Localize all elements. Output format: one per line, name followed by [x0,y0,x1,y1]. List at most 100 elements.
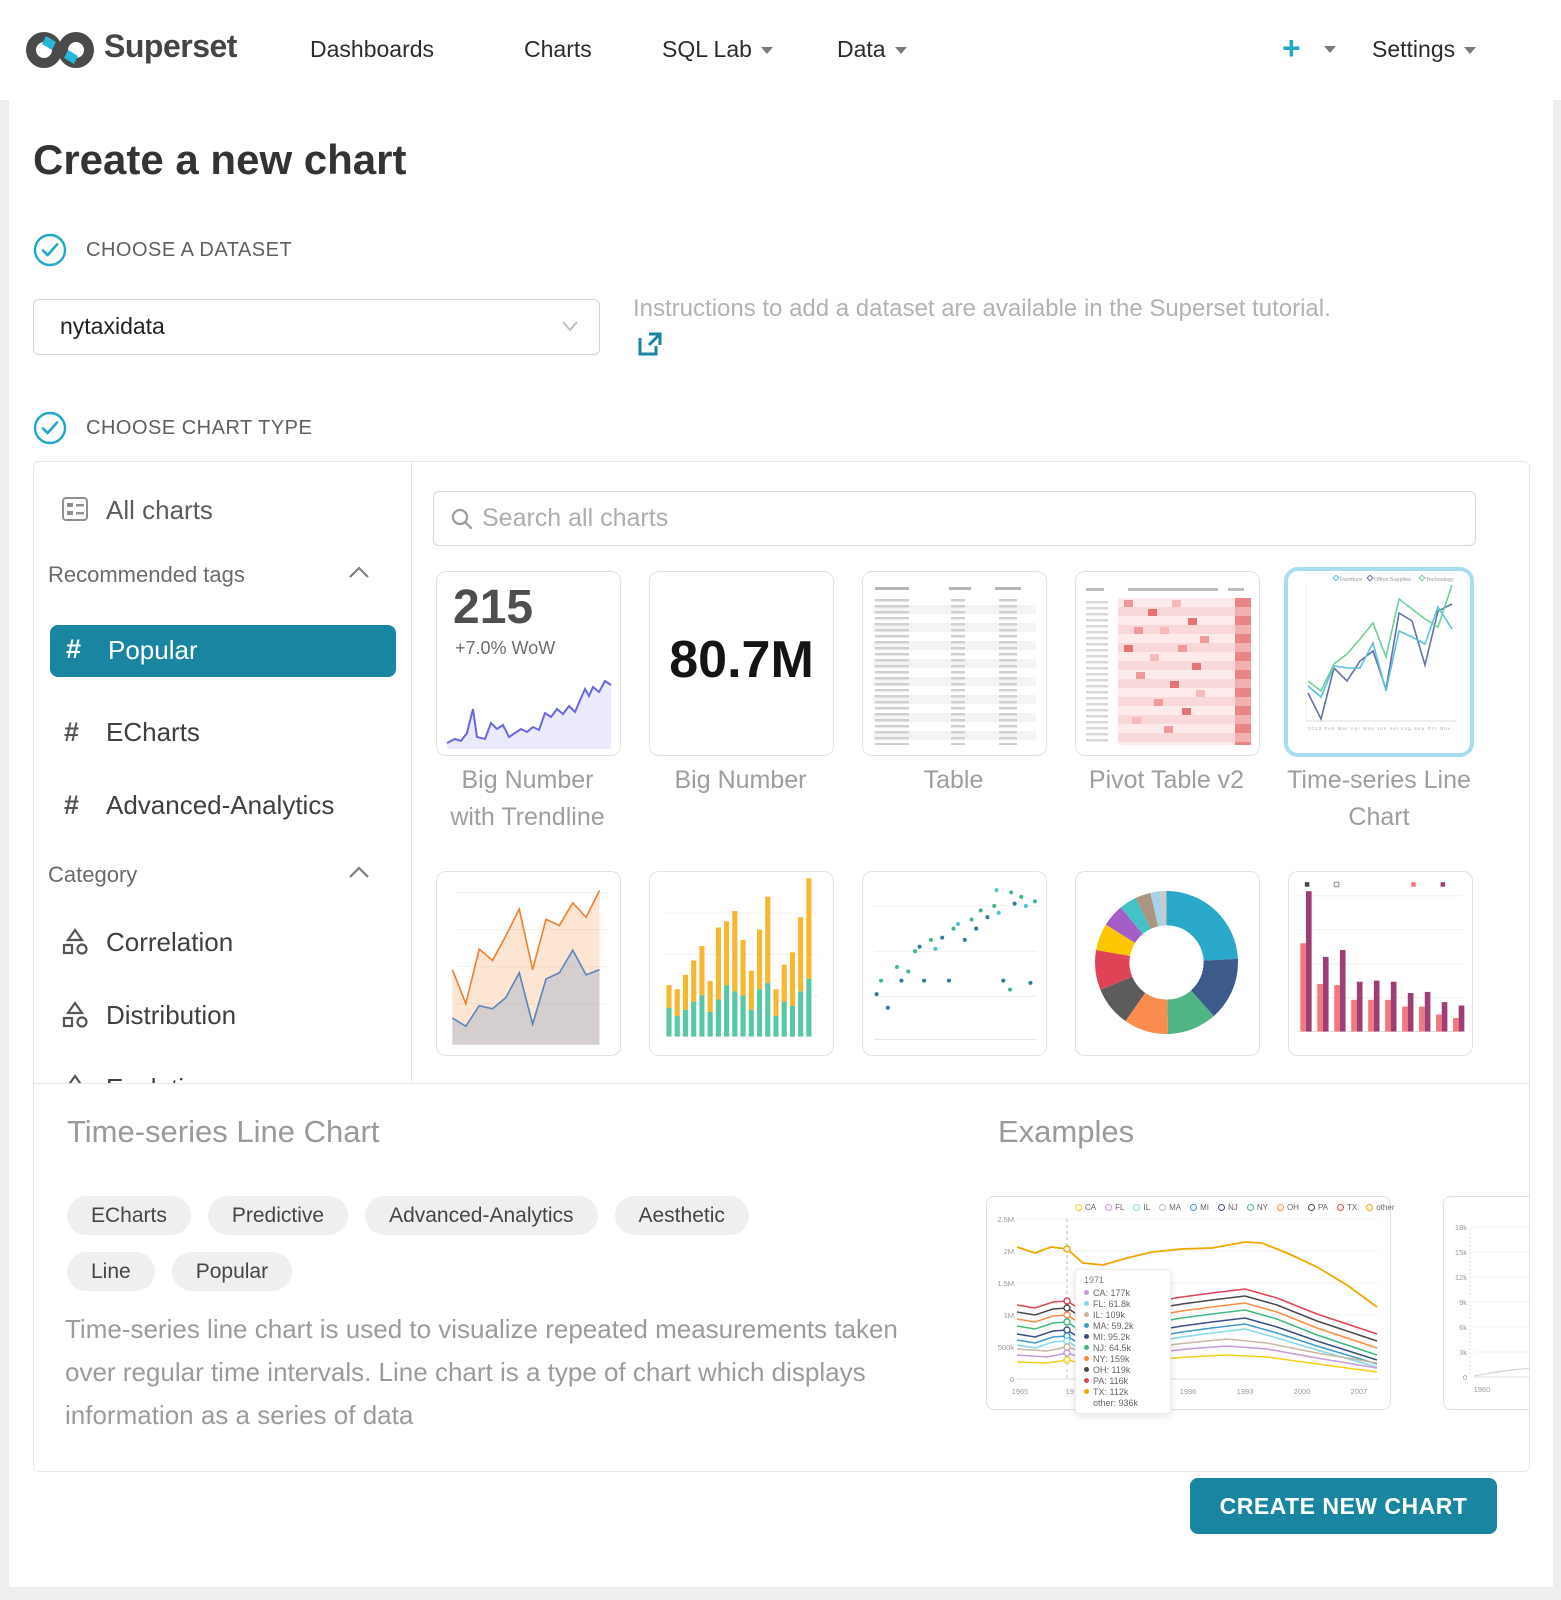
svg-text:Technology: Technology [1426,577,1454,583]
example-tooltip: 1971 CA: 177k FL: 61.8k IL: 109k MA: 59.… [1075,1269,1171,1414]
thumb-big-number2-value: 80.7M [669,631,814,689]
section-category[interactable]: Category [48,862,398,888]
chooser-top-region: All charts Recommended tags # Popular # … [34,462,1529,1083]
caret-down-icon[interactable] [1324,46,1336,53]
svg-text:2M: 2M [1004,1247,1014,1256]
time-series-thumb-icon: Furniture Office Supplies Technology 201… [1305,574,1456,731]
svg-text:2013 Feb Mar Apr May: 2013 Feb Mar Apr May Jun Jul Aug Sep Oct… [1308,726,1451,731]
top-navbar: Superset Dashboards Charts SQL Lab Data … [0,0,1561,101]
detail-title: Time-series Line Chart [67,1114,380,1149]
sidebar-item-evolution[interactable]: Evolution [34,1068,411,1083]
scatter-plot-thumb-icon [874,888,1038,1040]
area-chart-thumb-icon [451,890,607,1045]
chart-card-pivot-table-v2[interactable] [1075,571,1260,756]
superset-logo-icon[interactable] [24,26,96,74]
sidebar-item-popular[interactable]: # Popular [50,625,396,677]
detail-tags-row: Line Popular [67,1252,293,1291]
hash-icon: # [66,634,82,664]
chart-card-table[interactable] [862,571,1047,756]
thumb-big-number-value: 215 [453,581,534,634]
tag-predictive: Predictive [207,1196,349,1235]
svg-text:2.5M: 2.5M [997,1215,1014,1224]
chart-card-label: Pivot Table v2 [1088,766,1245,794]
example-chart-2: 18k 15k 12k 9k 6k 3k 0 1960 [1443,1196,1529,1410]
chart-card-stacked-bar[interactable] [649,871,834,1056]
create-new-chart-button[interactable]: CREATE NEW CHART [1190,1478,1497,1534]
svg-text:Furniture: Furniture [1340,577,1362,583]
nav-dashboards[interactable]: Dashboards [310,36,435,62]
series-dot-icon [1084,1290,1089,1295]
brand-name[interactable]: Superset [104,28,237,64]
sidebar-item-advanced-analytics[interactable]: # Advanced-Analytics [64,790,335,820]
chart-card-area[interactable] [436,871,621,1056]
chevron-up-icon [349,866,369,878]
chart-search [433,491,1476,546]
examples-title: Examples [998,1114,1135,1149]
chart-card-big-number-trendline[interactable]: 215 +7.0% WoW [436,571,621,756]
caret-down-icon [1464,47,1477,55]
detail-tags-row: ECharts Predictive Advanced-Analytics Ae… [67,1196,749,1235]
chart-type-sidebar: All charts Recommended tags # Popular # … [34,462,412,1083]
tooltip-year: 1971 [1084,1275,1105,1285]
new-item-button[interactable]: + [1282,30,1301,66]
chart-card-label: Table [923,766,984,794]
sidebar-item-echarts[interactable]: # ECharts [64,717,200,747]
example-line-chart-icon: 2.5M 2M 1.5M 1M 500k 0 1965 1972 1979 19… [997,1215,1379,1396]
svg-text:2000: 2000 [1294,1387,1311,1396]
category-shapes-icon [62,928,88,955]
trendline-spark-icon [446,679,612,749]
donut-chart-thumb-icon [1095,891,1238,1034]
nav-settings[interactable]: Settings [1372,36,1477,63]
dataset-selected-value: nytaxidata [60,313,165,339]
example-chart-1: CA FL IL MA MI NJ NY OH PA TX other [986,1196,1394,1414]
svg-text:1.5M: 1.5M [997,1279,1014,1288]
category-shapes-icon [62,1001,88,1028]
chart-card-label: Big Number with Trendline [450,766,605,831]
chart-card-big-number[interactable]: 80.7M [649,571,834,756]
svg-text:1965: 1965 [1012,1387,1029,1396]
tag-aesthetic: Aesthetic [614,1196,749,1235]
nav-sql-lab[interactable]: SQL Lab [662,36,773,63]
pivot-thumb-icon [1118,598,1235,745]
sidebar-item-correlation[interactable]: Correlation [34,922,411,966]
caret-down-icon [894,47,907,55]
detail-description: Time-series line chart is used to visual… [65,1314,898,1430]
svg-text:6k: 6k [1459,1323,1467,1332]
bar-chart-thumb-icon [664,878,819,1037]
table-thumb-header [873,584,1036,594]
sidebar-item-distribution[interactable]: Distribution [34,995,411,1039]
search-input[interactable] [480,492,1469,545]
caret-down-icon [760,47,773,55]
chevron-up-icon [349,566,369,578]
nav-charts[interactable]: Charts [524,36,592,62]
check-circle-icon [33,233,67,267]
search-icon [451,508,473,530]
nav-data[interactable]: Data [837,36,907,63]
svg-text:12k: 12k [1455,1273,1467,1282]
external-link-icon[interactable] [636,330,664,358]
check-circle-icon [33,411,67,445]
table-thumb-icon [873,596,1036,745]
chart-type-chooser: All charts Recommended tags # Popular # … [33,461,1530,1472]
hash-icon: # [64,790,80,820]
choose-chart-type-label: CHOOSE CHART TYPE [86,417,313,439]
tag-echarts: ECharts [67,1196,191,1235]
svg-text:1M: 1M [1004,1311,1014,1320]
svg-text:0: 0 [1010,1375,1014,1384]
svg-text:1972: 1972 [1066,1387,1083,1396]
svg-text:1993: 1993 [1237,1387,1254,1396]
sidebar-item-all-charts[interactable]: All charts [34,490,411,534]
chart-card-pie[interactable] [1075,871,1260,1056]
paired-bar-thumb-icon [1298,881,1465,1033]
svg-text:9k: 9k [1459,1298,1467,1307]
section-recommended-tags[interactable]: Recommended tags [48,562,398,588]
chart-card-scatter[interactable] [862,871,1047,1056]
chart-card-paired-bar[interactable] [1288,871,1473,1056]
tag-popular: Popular [171,1252,293,1291]
example-legend: CA FL IL MA MI NJ NY OH PA TX other [1075,1203,1394,1212]
legend-marker-icon [1075,1204,1082,1211]
dataset-select[interactable]: nytaxidata [33,299,600,355]
svg-text:Office Supplies: Office Supplies [1374,577,1411,583]
chart-card-time-series-line[interactable]: Furniture Office Supplies Technology 201… [1284,567,1474,757]
